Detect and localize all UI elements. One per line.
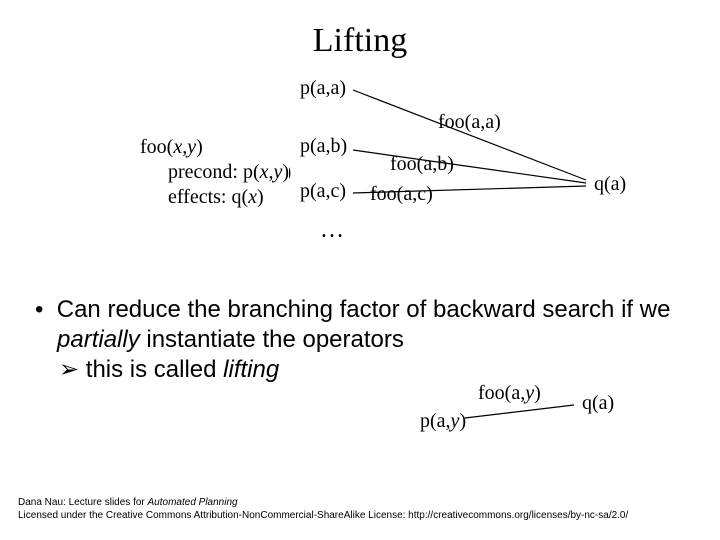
op-name-styled: foo(x,y) xyxy=(140,135,289,160)
footer-line-2: Licensed under the Creative Commons Attr… xyxy=(18,509,628,522)
label-foo-aa: foo(a,a) xyxy=(438,111,501,134)
operator-definition-styled: foo(x,y) precond: p(x,y) effects: q(x) xyxy=(140,135,289,210)
label-foo-ay: foo(a,y) xyxy=(478,382,541,405)
slide-title: Lifting xyxy=(0,22,720,60)
slide: Lifting foo(x,y) precond: p(x,y) effects… xyxy=(0,0,720,540)
footer-1a: Dana Nau: Lecture slides for xyxy=(18,497,148,508)
op-precond-styled: precond: p(x,y) xyxy=(168,160,289,185)
bullet-block: • Can reduce the branching factor of bac… xyxy=(35,295,685,385)
label-p-ay: p(a,y) xyxy=(420,410,466,433)
footer-1b: Automated Planning xyxy=(148,497,238,508)
op-effects-styled: effects: q(x) xyxy=(168,185,289,210)
footer-line-1: Dana Nau: Lecture slides for Automated P… xyxy=(18,496,628,509)
bullet-line-1: • Can reduce the branching factor of bac… xyxy=(35,295,685,355)
label-foo-ab: foo(a,b) xyxy=(390,153,454,176)
label-p-aa: p(a,a) xyxy=(300,77,346,100)
diagram-top: foo(x,y) precond: p(x,y) effects: q(x) p… xyxy=(0,75,720,255)
bullet-2b: lifting xyxy=(223,356,279,383)
diagram-bottom: p(a,y) foo(a,y) q(a) xyxy=(0,380,720,460)
ellipsis: … xyxy=(320,217,344,244)
bullet-dot: • xyxy=(35,296,43,323)
bullet-1c: instantiate the operators xyxy=(140,326,404,353)
label-p-ac: p(a,c) xyxy=(300,180,346,203)
label-qa-2: q(a) xyxy=(582,392,614,415)
tri-icon: ➢ xyxy=(59,356,79,383)
bullet-1b: partially xyxy=(57,326,140,353)
bullet-1a: Can reduce the branching factor of backw… xyxy=(57,296,671,323)
label-p-ab: p(a,b) xyxy=(300,135,347,158)
bullet-2a: this is called xyxy=(86,356,223,383)
label-foo-ac: foo(a,c) xyxy=(370,183,433,206)
label-qa: q(a) xyxy=(594,173,626,196)
diagram-top-lines xyxy=(0,75,720,255)
footer: Dana Nau: Lecture slides for Automated P… xyxy=(18,496,628,522)
